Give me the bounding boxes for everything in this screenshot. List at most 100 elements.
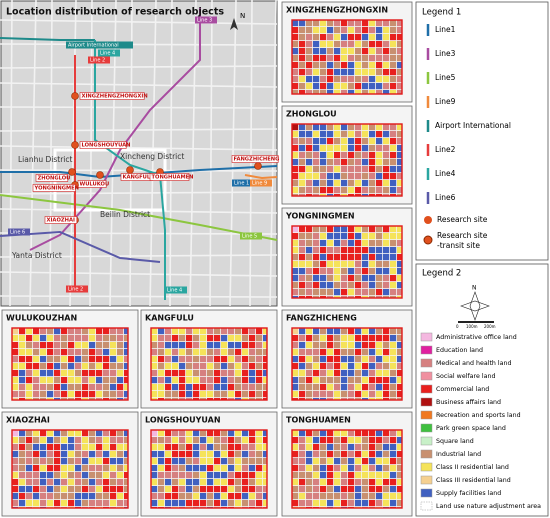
land-parcel: [256, 451, 263, 458]
land-parcel: [390, 282, 397, 289]
land-parcel: [299, 363, 306, 370]
land-parcel: [348, 187, 355, 194]
land-parcel: [292, 166, 299, 173]
land-parcel: [397, 180, 402, 187]
line-label: Airport International: [68, 43, 119, 49]
land-parcel: [256, 465, 263, 472]
land-parcel: [306, 289, 313, 296]
land-parcel: [299, 268, 306, 275]
land-parcel: [228, 363, 235, 370]
land-parcel: [242, 479, 249, 486]
land-parcel: [320, 349, 327, 356]
land-parcel: [47, 398, 54, 400]
land-parcel: [320, 268, 327, 275]
land-parcel: [124, 377, 128, 384]
land-parcel: [348, 76, 355, 83]
land-parcel: [193, 486, 200, 493]
land-parcel: [348, 152, 355, 159]
land-parcel: [362, 233, 369, 240]
land-parcel: [313, 349, 320, 356]
land-parcel: [341, 370, 348, 377]
land-parcel: [327, 500, 334, 507]
land-parcel: [355, 20, 362, 27]
legend-swatch: [420, 501, 433, 511]
land-parcel: [341, 41, 348, 48]
land-parcel: [355, 377, 362, 384]
land-parcel: [186, 335, 193, 342]
land-parcel: [327, 34, 334, 41]
land-parcel: [348, 254, 355, 261]
land-parcel: [249, 356, 256, 363]
land-parcel: [390, 328, 397, 335]
legend-swatch: [420, 358, 433, 368]
land-parcel: [75, 486, 82, 493]
legend-label: Class II residential land: [436, 464, 509, 471]
district-label: Yanta District: [11, 251, 62, 260]
land-parcel: [383, 159, 390, 166]
land-parcel: [362, 437, 369, 444]
land-parcel: [390, 76, 397, 83]
land-parcel: [362, 370, 369, 377]
land-parcel: [362, 363, 369, 370]
land-parcel: [327, 27, 334, 34]
land-parcel: [348, 180, 355, 187]
land-parcel: [390, 458, 397, 465]
land-parcel: [68, 398, 75, 400]
land-parcel: [313, 180, 320, 187]
road: [9, 0, 13, 307]
land-parcel: [117, 363, 124, 370]
land-parcel: [89, 349, 96, 356]
land-parcel: [397, 335, 402, 342]
land-parcel: [327, 233, 334, 240]
land-parcel: [313, 458, 320, 465]
legend-site: [424, 216, 432, 224]
land-parcel: [200, 384, 207, 391]
land-parcel: [334, 83, 341, 90]
land-parcel: [369, 27, 376, 34]
land-parcel: [292, 370, 299, 377]
land-parcel: [228, 493, 235, 500]
land-parcel: [228, 377, 235, 384]
land-parcel: [355, 48, 362, 55]
legend-swatch: [420, 397, 433, 407]
land-parcel: [292, 391, 299, 398]
land-parcel: [40, 458, 47, 465]
land-parcel: [355, 131, 362, 138]
land-parcel: [397, 145, 402, 152]
land-parcel: [320, 83, 327, 90]
land-parcel: [263, 437, 267, 444]
land-parcel: [19, 384, 26, 391]
land-parcel: [19, 493, 26, 500]
land-parcel: [341, 451, 348, 458]
land-parcel: [320, 430, 327, 437]
land-parcel: [362, 240, 369, 247]
land-parcel: [68, 465, 75, 472]
land-parcel: [263, 342, 267, 349]
land-parcel: [341, 472, 348, 479]
land-parcel: [263, 430, 267, 437]
land-parcel: [369, 145, 376, 152]
land-parcel: [82, 356, 89, 363]
land-parcel: [362, 377, 369, 384]
land-parcel: [390, 187, 397, 194]
land-parcel: [341, 437, 348, 444]
land-parcel: [383, 486, 390, 493]
land-parcel: [348, 27, 355, 34]
land-parcel: [242, 349, 249, 356]
land-parcel: [376, 342, 383, 349]
land-parcel: [19, 356, 26, 363]
land-parcel: [242, 356, 249, 363]
land-parcel: [376, 479, 383, 486]
scale-label: 0: [456, 324, 459, 329]
station: [126, 166, 134, 174]
land-parcel: [103, 384, 110, 391]
land-parcel: [40, 465, 47, 472]
land-parcel: [165, 451, 172, 458]
land-parcel: [158, 437, 165, 444]
land-parcel: [12, 328, 19, 335]
line-label-box: [88, 56, 110, 64]
land-parcel: [193, 437, 200, 444]
land-parcel: [320, 275, 327, 282]
land-parcel: [327, 152, 334, 159]
land-parcel: [292, 472, 299, 479]
